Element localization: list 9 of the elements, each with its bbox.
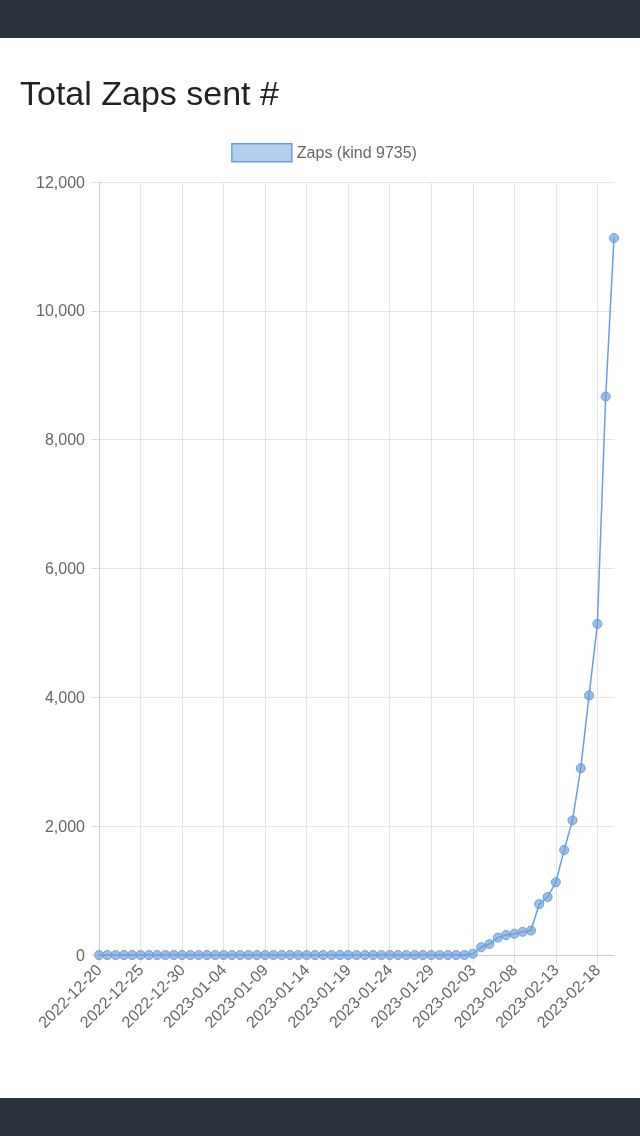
y-tick-label: 12,000 (36, 173, 86, 191)
y-tick-label: 4,000 (44, 688, 86, 706)
y-tick-label: 10,000 (36, 302, 86, 320)
y-tick-label: 6,000 (44, 560, 86, 577)
legend-label: Zaps (kind 9735) (296, 144, 417, 162)
y-tick-label: 8,000 (44, 431, 86, 449)
y-tick-label: 2,000 (44, 817, 86, 835)
y-tick-label: 0 (76, 946, 86, 964)
chart-title: Total Zaps sent # (20, 74, 279, 113)
